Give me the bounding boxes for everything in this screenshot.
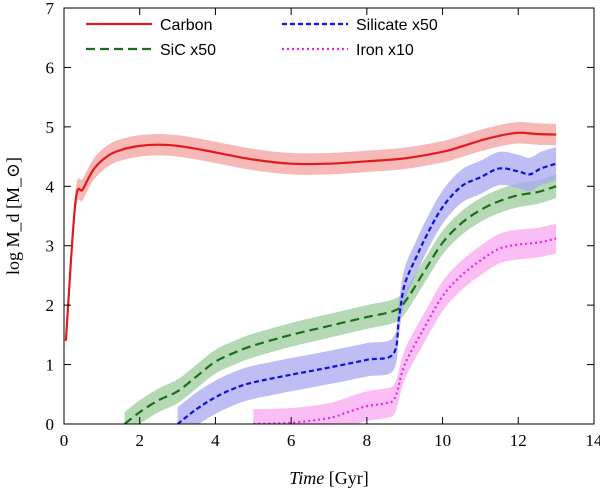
legend-label-carbon: Carbon xyxy=(160,17,212,34)
y-tick-label: 2 xyxy=(46,296,55,315)
y-tick-label: 0 xyxy=(46,415,55,434)
y-tick-label: 4 xyxy=(46,177,55,196)
x-tick-label: 4 xyxy=(211,431,220,450)
legend-label-silicate-x50: Silicate x50 xyxy=(356,17,438,34)
carbon-band xyxy=(66,122,556,351)
x-axis-title: Time [Gyr] xyxy=(289,468,369,488)
x-tick-label: 14 xyxy=(586,431,600,450)
y-tick-label: 3 xyxy=(46,237,55,256)
uncertainty-bands xyxy=(66,122,556,441)
x-tick-label: 2 xyxy=(135,431,144,450)
y-tick-label: 1 xyxy=(46,356,55,375)
y-tick-label: 6 xyxy=(46,58,55,77)
legend-label-sic-x50: SiC x50 xyxy=(160,42,216,59)
legend-label-iron-x10: Iron x10 xyxy=(356,42,414,59)
legend: Carbon SiC x50 Silicate x50 Iron x10 xyxy=(86,17,438,59)
x-tick-label: 6 xyxy=(287,431,296,450)
x-tick-label: 8 xyxy=(363,431,372,450)
x-tick-label: 0 xyxy=(60,431,69,450)
y-tick-label: 5 xyxy=(46,118,55,137)
sic-x50-band xyxy=(125,174,557,435)
x-tick-label: 10 xyxy=(434,431,451,450)
chart: 0 2 4 6 8 10 12 1401234567 Time [Gyr] log M_d [… xyxy=(0,0,600,491)
y-tick-label: 7 xyxy=(46,0,55,18)
x-tick-label: 12 xyxy=(510,431,527,450)
y-axis-title: log M_d [M_⊙] xyxy=(3,157,23,275)
